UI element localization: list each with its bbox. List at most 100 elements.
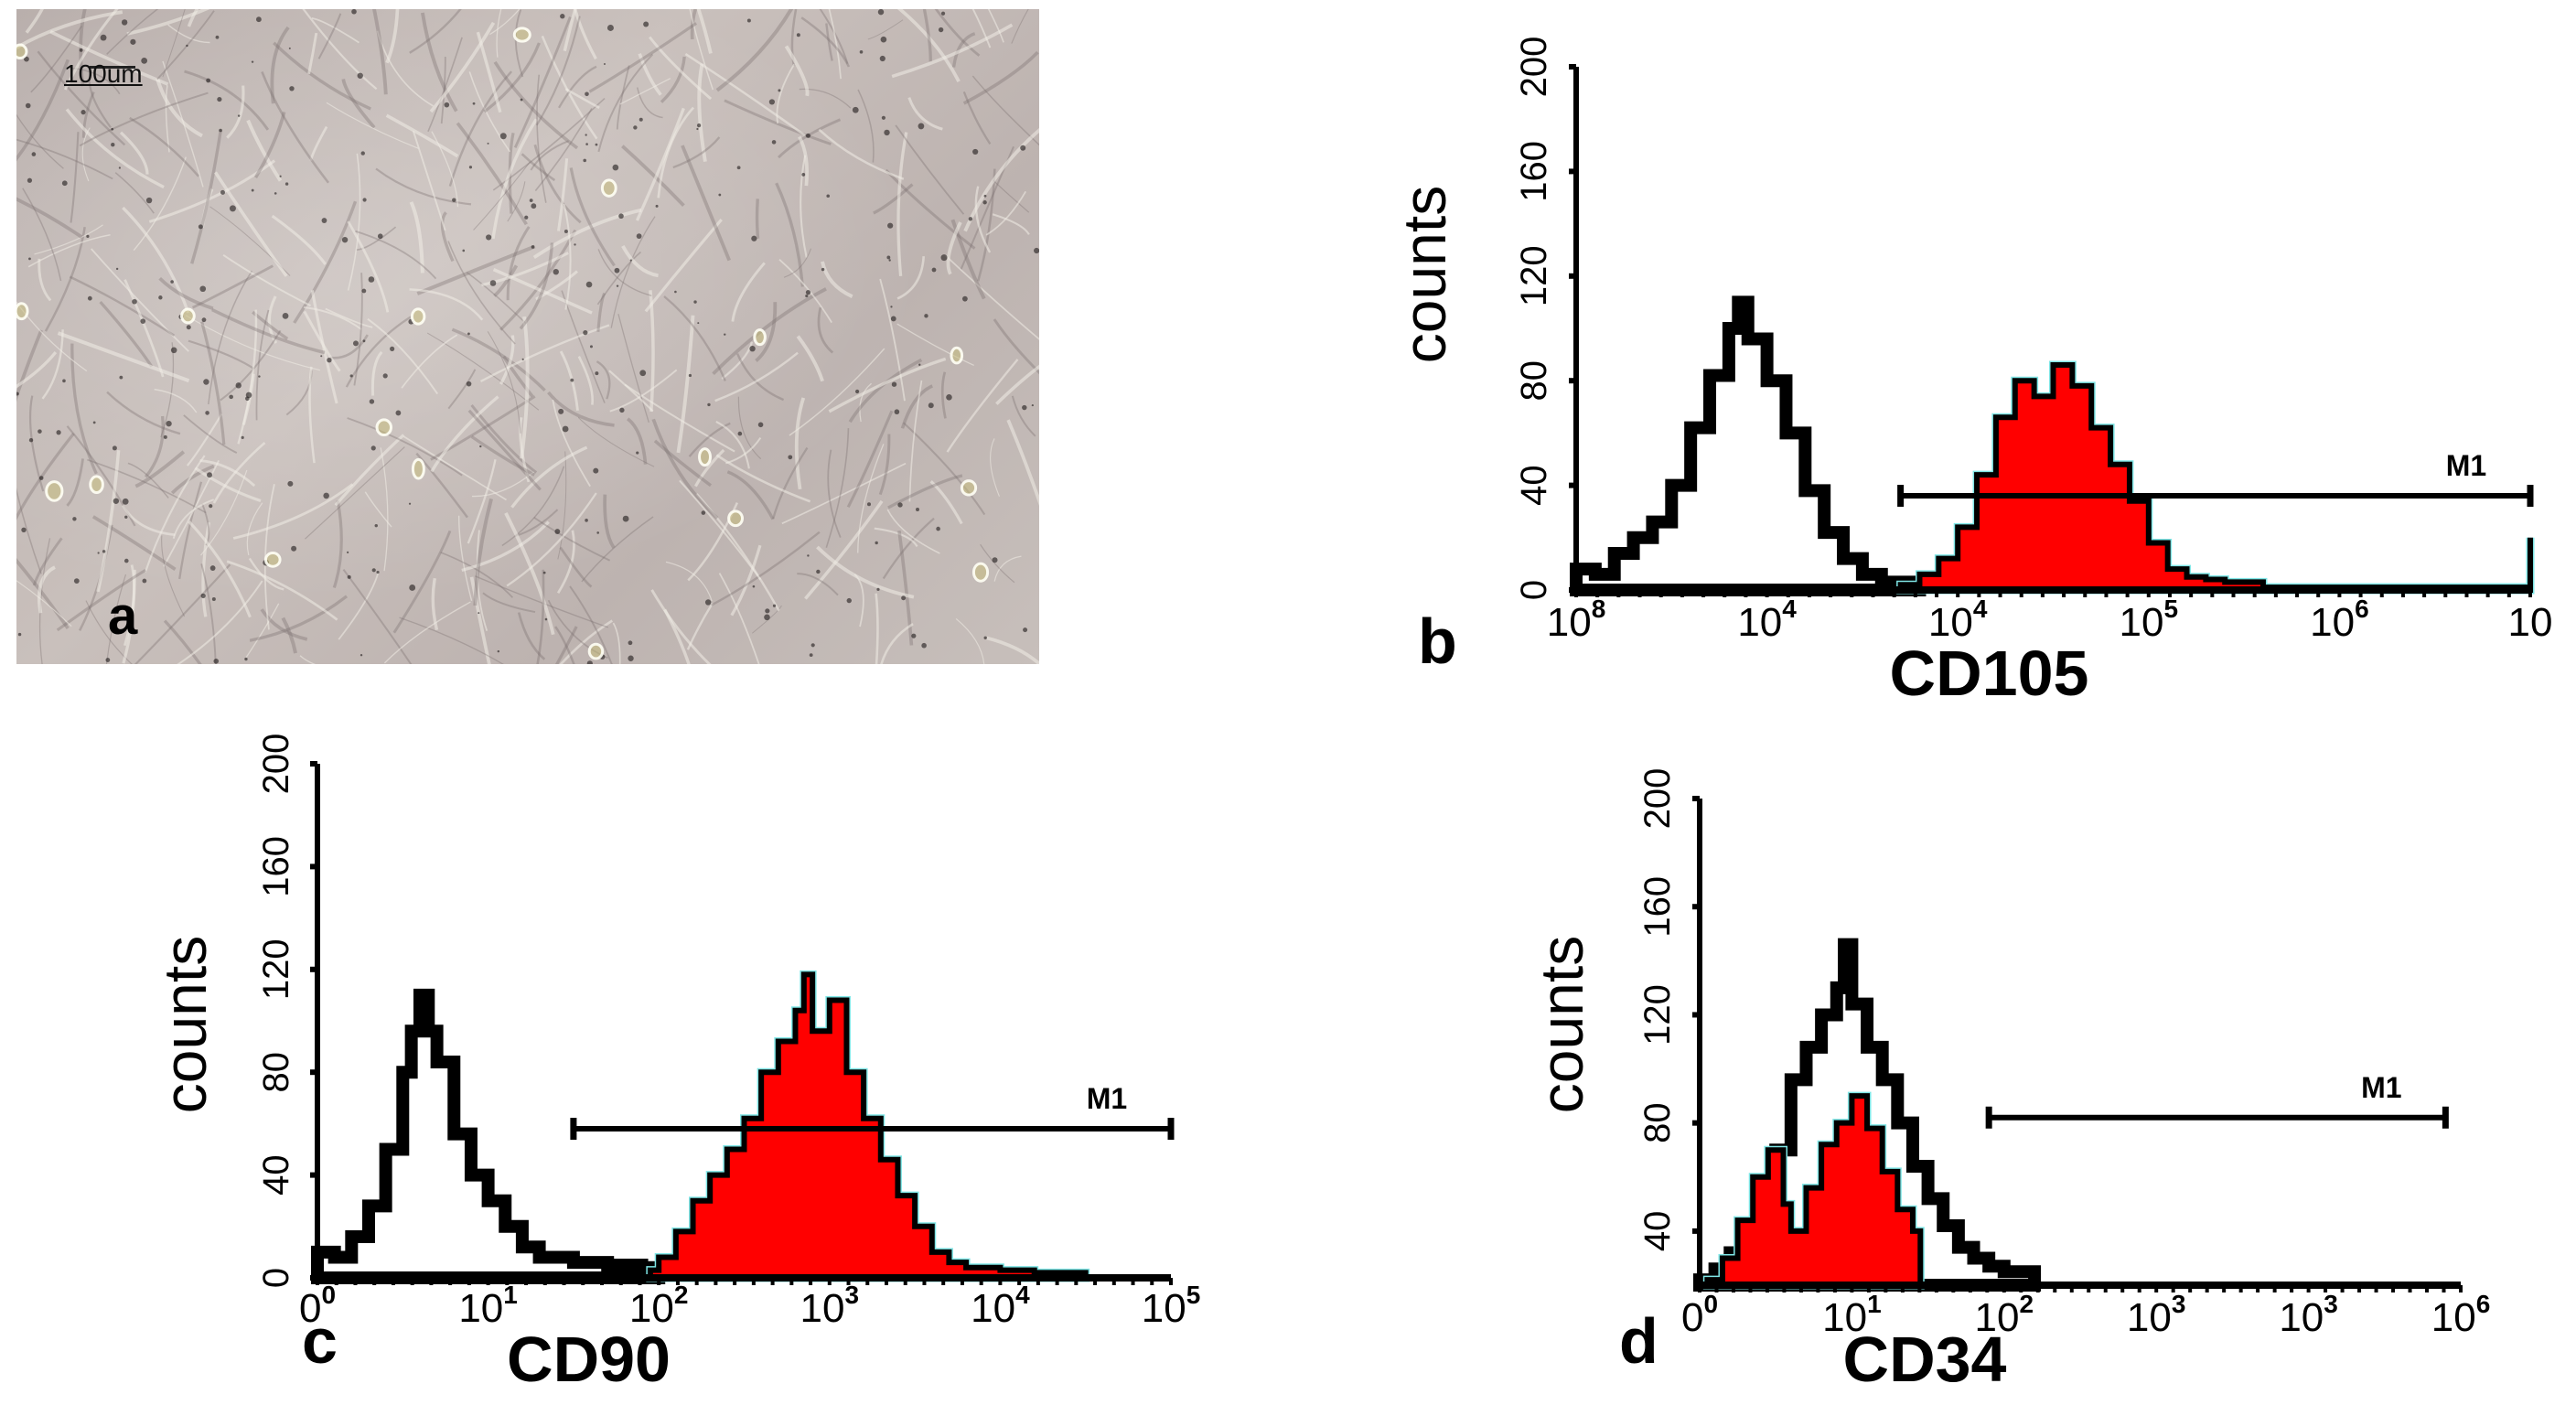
cell-debris (166, 420, 172, 427)
round-cell (950, 346, 964, 365)
cell-streak (123, 279, 165, 378)
cell-debris (531, 245, 535, 249)
cell-streak (559, 619, 614, 664)
histogram-panel-d: 40 80 120 160 200 00 101 102 103 103 106 M1 CD34 coun… (1528, 768, 2490, 1395)
cell-debris (132, 298, 137, 305)
cell-debris (736, 166, 741, 170)
cell-streak (372, 9, 388, 95)
cell-streak (30, 26, 82, 93)
cell-streak (245, 603, 280, 659)
cell-streak (186, 413, 223, 467)
cell-streak (971, 9, 992, 48)
cell-streak (270, 26, 290, 104)
round-cell (698, 447, 712, 467)
cell-debris (282, 312, 289, 319)
y-tick-label: 120 (256, 938, 296, 1000)
cell-debris (251, 60, 254, 63)
cell-streak (857, 444, 885, 553)
cell-debris (347, 551, 349, 553)
cell-streak (880, 623, 914, 664)
cell-debris (215, 35, 220, 39)
cell-debris (205, 411, 209, 415)
cell-streak (726, 470, 775, 520)
cell-streak (946, 359, 1019, 453)
cell-debris (25, 102, 31, 109)
cell-debris (142, 578, 147, 584)
cell-debris (219, 128, 222, 133)
cell-streak (827, 449, 842, 538)
y-tick-label: 80 (256, 1052, 296, 1093)
m1-label: M1 (2361, 1071, 2401, 1104)
cell-streak (501, 355, 534, 398)
cell-debris (376, 570, 380, 574)
cell-streak (514, 509, 559, 538)
cell-debris (940, 254, 948, 262)
cell-streak (213, 171, 288, 277)
cell-streak (1011, 9, 1029, 44)
cell-streak (547, 391, 615, 427)
y-tick-label: 120 (1637, 984, 1678, 1046)
cell-debris (347, 574, 351, 579)
cell-debris (524, 215, 529, 220)
cell-streak (653, 439, 713, 488)
cell-streak (878, 434, 891, 496)
cell-streak (798, 135, 810, 187)
cell-streak (558, 65, 597, 109)
cell-streak (532, 208, 642, 260)
cell-debris (628, 655, 634, 661)
cell-streak (695, 493, 780, 612)
cell-streak (696, 9, 713, 54)
cell-streak (162, 60, 204, 188)
cell-streak (329, 334, 369, 359)
cell-streak (493, 264, 519, 297)
y-tick-label: 80 (1637, 1102, 1678, 1143)
histogram-outline-b (1570, 295, 1927, 596)
x-tick-label: 106 (2431, 1290, 2491, 1340)
cell-streak (347, 220, 390, 313)
cell-streak (676, 315, 695, 454)
cell-debris (619, 407, 625, 413)
cell-debris (100, 34, 107, 41)
cell-debris (701, 510, 706, 515)
round-cell (971, 562, 990, 583)
cell-streak (37, 50, 126, 146)
x-axis-title: CD34 (1843, 1324, 2007, 1395)
cell-streak (440, 211, 455, 263)
cell-debris (560, 14, 565, 19)
cell-streak (541, 35, 598, 140)
cell-debris (123, 558, 129, 563)
cell-streak (199, 459, 256, 488)
cell-streak (783, 248, 812, 278)
cell-debris (479, 445, 482, 448)
cell-streak (987, 9, 1004, 43)
cell-debris (122, 498, 129, 505)
cell-streak (621, 145, 685, 208)
cell-streak (816, 545, 915, 599)
cell-streak (16, 10, 123, 50)
cell-streak (564, 88, 600, 109)
cell-streak (559, 350, 579, 411)
cell-debris (370, 445, 376, 451)
cell-streak (154, 388, 198, 413)
round-cell (587, 642, 605, 660)
scale-bar-label: 100um (64, 59, 143, 88)
cell-streak (473, 498, 493, 606)
cell-streak (715, 9, 794, 92)
cell-debris (751, 235, 757, 241)
cell-streak (737, 396, 762, 460)
cell-streak (461, 520, 550, 573)
cell-debris (718, 193, 722, 197)
y-tick-label: 200 (256, 734, 296, 795)
cell-debris (628, 640, 633, 646)
x-tick-label: 104 (1737, 595, 1797, 645)
cell-streak (134, 563, 231, 664)
cell-streak (447, 369, 477, 410)
cell-streak (651, 418, 719, 520)
cell-debris (213, 659, 220, 664)
cell-debris (198, 224, 203, 230)
cell-streak (534, 108, 593, 192)
cell-debris (130, 38, 136, 45)
cell-debris (553, 268, 559, 275)
cell-debris (206, 78, 211, 83)
cell-debris (636, 233, 642, 240)
